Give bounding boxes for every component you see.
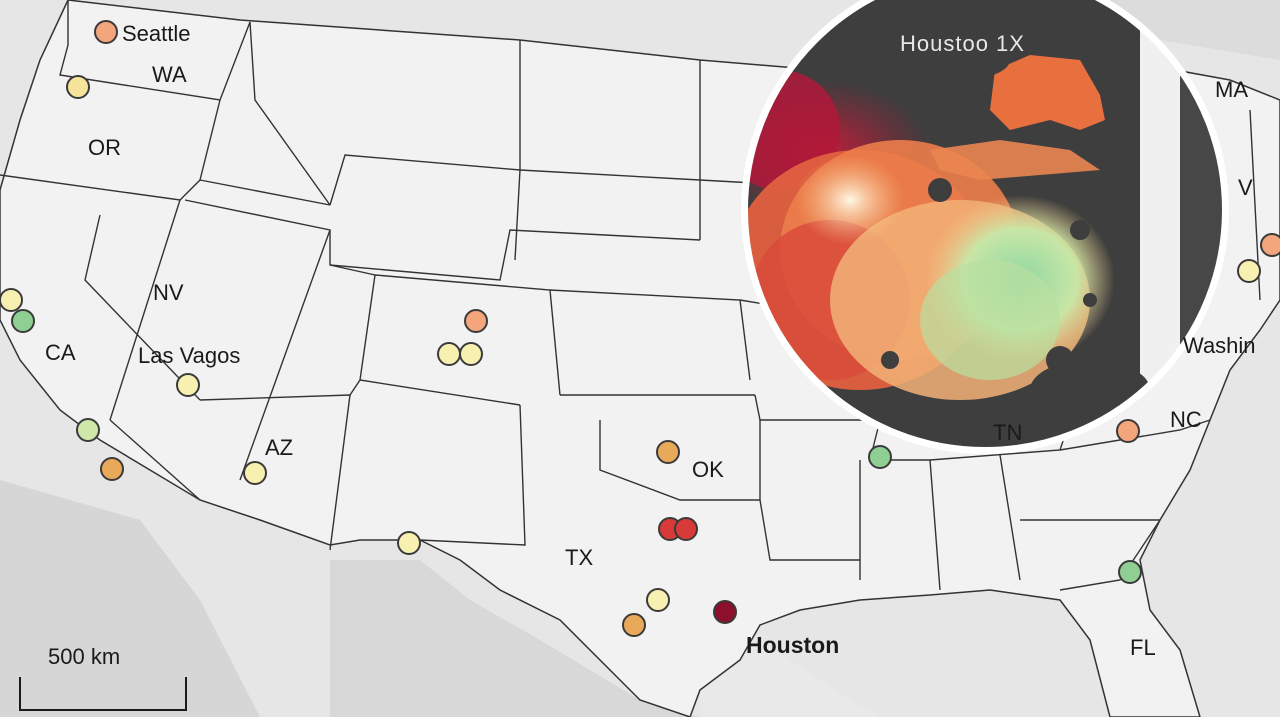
station-marker[interactable] (1237, 259, 1261, 283)
houston-inset: Houstoo 1X (741, 0, 1229, 454)
station-marker[interactable] (1118, 560, 1142, 584)
station-marker[interactable] (1260, 233, 1280, 257)
state-label-wa: WA (152, 62, 187, 87)
city-label-seattle: Seattle (122, 21, 191, 46)
city-label-las-vegas: Las Vagos (138, 343, 240, 368)
state-label-or: OR (88, 135, 121, 160)
station-marker[interactable] (243, 461, 267, 485)
state-label-va: V (1238, 175, 1253, 200)
city-label-houston: Houston (746, 632, 839, 658)
mexico-east (330, 560, 700, 717)
station-marker[interactable] (94, 20, 118, 44)
station-markers (0, 20, 1280, 637)
station-marker[interactable] (1116, 419, 1140, 443)
station-marker[interactable] (100, 457, 124, 481)
state-label-az: AZ (265, 435, 293, 460)
station-marker[interactable] (437, 342, 461, 366)
station-marker[interactable] (459, 342, 483, 366)
inset-title: Houstoo 1X (900, 31, 1025, 56)
mexico-west (0, 480, 260, 717)
state-label-fl: FL (1130, 635, 1156, 660)
station-marker[interactable] (656, 440, 680, 464)
station-marker[interactable] (0, 288, 23, 312)
station-marker[interactable] (646, 588, 670, 612)
station-marker[interactable] (11, 309, 35, 333)
station-marker[interactable] (66, 75, 90, 99)
state-label-ca: CA (45, 340, 76, 365)
state-label-nc: NC (1170, 407, 1202, 432)
scale-bar-line (19, 677, 187, 711)
station-marker[interactable] (713, 600, 737, 624)
state-borders (0, 0, 1261, 591)
city-label-washington: Washin (1183, 333, 1256, 358)
station-marker[interactable] (622, 613, 646, 637)
state-label-ok: OK (692, 457, 724, 482)
scale-bar: 500 km (19, 644, 187, 711)
station-marker[interactable] (868, 445, 892, 469)
station-marker[interactable] (397, 531, 421, 555)
station-marker[interactable] (76, 418, 100, 442)
state-label-tx: TX (565, 545, 593, 570)
state-label-nv: NV (153, 280, 184, 305)
station-marker[interactable] (464, 309, 488, 333)
station-marker[interactable] (674, 517, 698, 541)
state-label-ma: MA (1215, 77, 1248, 102)
state-label-tn: TN (993, 420, 1022, 445)
scale-bar-label: 500 km (48, 644, 120, 669)
station-marker[interactable] (176, 373, 200, 397)
